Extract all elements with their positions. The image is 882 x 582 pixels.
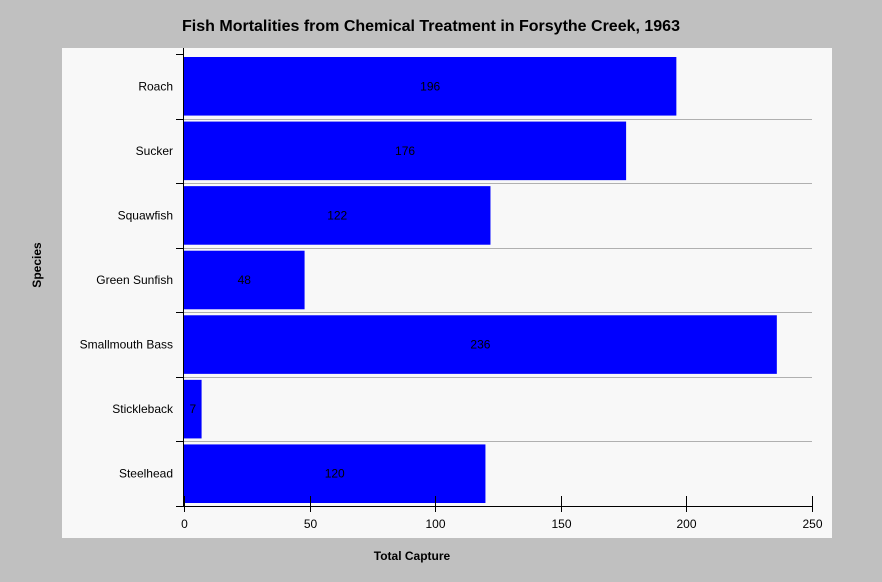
value-label: 196: [420, 79, 440, 93]
category-label: Green Sunfish: [96, 273, 173, 287]
value-label: 48: [238, 273, 252, 287]
value-label: 176: [395, 144, 415, 158]
value-label: 236: [470, 338, 490, 352]
value-label: 7: [189, 402, 196, 416]
x-tick-label: 200: [676, 517, 696, 531]
x-axis-title: Total Capture: [373, 549, 451, 563]
x-tick-label: 100: [425, 517, 445, 531]
x-tick-label: 0: [181, 517, 188, 531]
bar-green-sunfish: [184, 250, 305, 310]
bar-steelhead: [184, 444, 486, 503]
bar-squawfish: [184, 186, 491, 245]
x-tick-label: 50: [304, 517, 318, 531]
value-label: 120: [325, 467, 345, 481]
value-label: 122: [327, 208, 347, 222]
x-tick-label: 150: [551, 517, 571, 531]
category-label: Steelhead: [119, 467, 173, 481]
bar-roach: [184, 57, 677, 116]
category-label: Roach: [138, 79, 173, 93]
bar-sucker: [184, 121, 627, 181]
bar-stickleback: [184, 379, 202, 439]
x-tick-label: 250: [802, 517, 822, 531]
category-label: Squawfish: [118, 208, 173, 222]
category-label: Stickleback: [112, 402, 174, 416]
y-axis-title: Species: [30, 242, 44, 288]
category-label: Smallmouth Bass: [80, 338, 173, 352]
category-label: Sucker: [136, 144, 173, 158]
bar-smallmouth-bass: [184, 315, 777, 374]
chart-title: Fish Mortalities from Chemical Treatment…: [182, 18, 680, 35]
